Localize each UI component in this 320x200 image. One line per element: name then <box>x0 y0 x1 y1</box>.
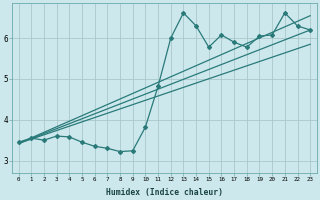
X-axis label: Humidex (Indice chaleur): Humidex (Indice chaleur) <box>106 188 223 197</box>
